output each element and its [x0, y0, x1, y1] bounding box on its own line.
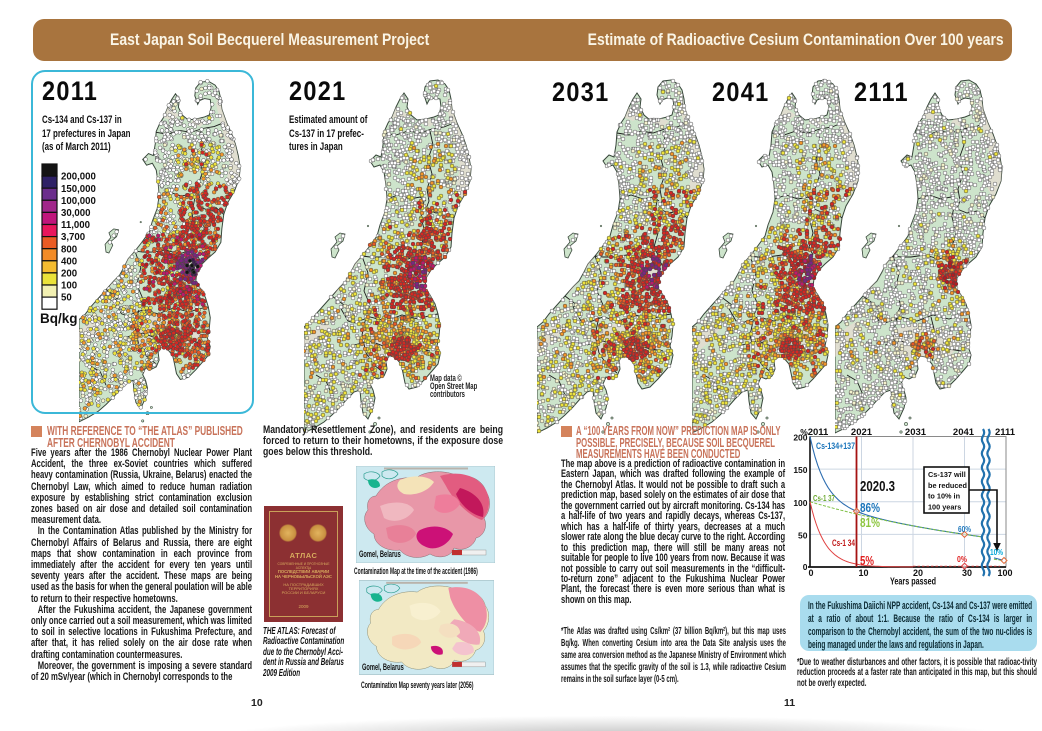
svg-text:5%: 5%	[860, 554, 874, 568]
svg-text:81%: 81%	[860, 516, 880, 530]
svg-text:50: 50	[61, 292, 72, 303]
svg-text:200,000: 200,000	[61, 171, 96, 182]
svg-text:30,000: 30,000	[61, 208, 91, 219]
svg-text:2041: 2041	[953, 427, 975, 438]
svg-text:Cs-137 will: Cs-137 will	[928, 470, 966, 479]
svg-text:20: 20	[913, 568, 923, 578]
svg-text:100,000: 100,000	[61, 196, 96, 207]
svg-text:11,000: 11,000	[61, 220, 90, 231]
svg-text:100: 100	[61, 280, 77, 291]
svg-text:2011: 2011	[808, 427, 829, 438]
svg-text:0%: 0%	[957, 554, 967, 564]
svg-text:Cs-1 37: Cs-1 37	[813, 494, 835, 503]
svg-text:to 10% in: to 10% in	[928, 492, 960, 501]
svg-text:%: %	[800, 427, 808, 437]
svg-text:150,000: 150,000	[61, 183, 96, 194]
svg-text:Cs-134+137: Cs-134+137	[816, 441, 855, 451]
svg-text:100: 100	[793, 498, 807, 508]
svg-text:be reduced: be reduced	[928, 481, 967, 490]
svg-text:2031: 2031	[905, 427, 927, 438]
svg-text:10%: 10%	[990, 547, 1003, 557]
svg-text:0: 0	[808, 568, 813, 578]
svg-text:30: 30	[962, 568, 972, 578]
svg-text:200: 200	[793, 433, 807, 443]
svg-text:2111: 2111	[995, 427, 1016, 438]
svg-text:3,700: 3,700	[61, 232, 86, 243]
svg-text:400: 400	[61, 256, 77, 267]
svg-text:100 years: 100 years	[928, 502, 961, 511]
svg-text:Years passed: Years passed	[890, 576, 936, 588]
svg-text:0: 0	[803, 562, 808, 572]
svg-text:10: 10	[858, 568, 868, 578]
svg-text:200: 200	[61, 268, 77, 279]
svg-text:Cs-1 34: Cs-1 34	[832, 538, 855, 548]
svg-text:2020.3: 2020.3	[860, 478, 895, 495]
svg-text:150: 150	[793, 465, 807, 475]
svg-text:50: 50	[798, 530, 808, 540]
svg-text:2021: 2021	[851, 427, 873, 438]
svg-text:60%: 60%	[958, 524, 971, 534]
svg-text:86%: 86%	[860, 501, 880, 515]
svg-text:Bq/kg: Bq/kg	[40, 311, 78, 326]
svg-text:800: 800	[61, 244, 77, 255]
svg-text:100: 100	[997, 568, 1012, 578]
